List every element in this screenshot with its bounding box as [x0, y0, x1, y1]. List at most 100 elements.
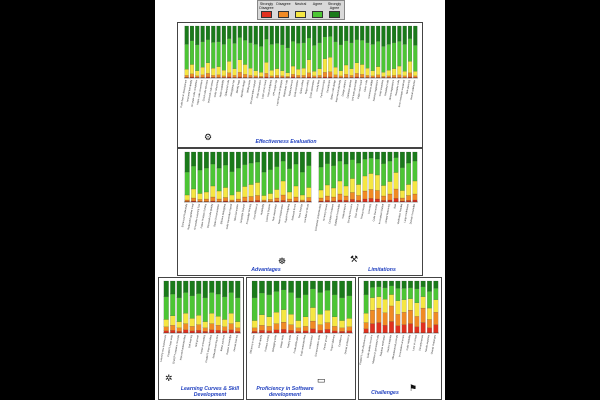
bar-segment — [301, 75, 306, 78]
tick-label: Task Automation — [272, 203, 278, 221]
bar-segment — [339, 320, 345, 328]
bar-segment — [295, 327, 302, 332]
bar-segment — [288, 324, 294, 331]
bar-segment — [209, 280, 215, 293]
bar-segment — [376, 322, 382, 334]
bar-segment — [200, 67, 205, 75]
bar-segment — [248, 42, 253, 69]
bar-segment — [325, 163, 330, 186]
legend-label: Strongly Agree — [327, 2, 342, 10]
bar-segment — [382, 287, 388, 300]
bar-segment — [184, 25, 189, 45]
tick-label: Accurate code completion — [191, 79, 199, 107]
bar-segment — [381, 25, 386, 47]
bar-segment — [389, 321, 394, 334]
bar-segment — [317, 280, 323, 293]
bar-segment — [195, 44, 200, 71]
tick-label: Team Collaboration — [278, 203, 285, 224]
bar-segment — [397, 74, 402, 78]
tick-label: Idea Generation — [233, 203, 239, 221]
bar-segment — [317, 292, 323, 315]
legend-label: Strongly Disagree — [259, 2, 274, 10]
bar-segment — [195, 70, 200, 76]
tick-label: Hard to integrate — [386, 334, 392, 353]
bar-segment — [413, 71, 418, 76]
bar-segment — [395, 300, 401, 315]
panel-title: Learning Curves & Skill Development — [180, 386, 240, 398]
tick-label: Code explanation — [256, 79, 262, 99]
bar-segment — [363, 328, 369, 334]
bar-segment — [287, 198, 292, 202]
bar-segment — [370, 323, 375, 334]
tick-label: Cost Efficiency — [253, 203, 259, 220]
bar-segment — [317, 25, 322, 43]
bar-segment — [302, 280, 309, 295]
bar-segment — [387, 193, 393, 201]
bar-segment — [227, 25, 232, 39]
tick-label: Privacy Issues — [360, 203, 366, 219]
tick-label: Security tips — [326, 79, 331, 93]
bar-segment — [389, 280, 394, 286]
bar-segment — [170, 293, 176, 316]
tick-label: Design patterns — [341, 79, 347, 97]
bar-segment — [360, 64, 365, 75]
bar-segment — [184, 75, 189, 78]
bar-segment — [420, 286, 426, 297]
bar-segment — [386, 25, 391, 45]
bar-segment — [232, 68, 237, 76]
bar-segment — [381, 76, 386, 78]
bar-segment — [349, 25, 354, 43]
bar-segment — [333, 41, 338, 68]
bar-segment — [343, 151, 349, 165]
tick-label: Project delivery — [330, 334, 336, 351]
bar-segment — [255, 151, 260, 163]
bar-segment — [354, 62, 359, 74]
bar-segment — [362, 158, 368, 177]
bar-segment — [176, 280, 182, 298]
bar-segment — [354, 73, 359, 78]
bar-segment — [414, 302, 420, 317]
bar-segment — [184, 44, 189, 70]
bar-segment — [197, 199, 203, 202]
bar-segment — [204, 191, 209, 200]
bar-segment — [191, 188, 196, 199]
bar-segment — [251, 320, 258, 328]
bar-segment — [331, 165, 336, 189]
bar-segment — [322, 36, 327, 59]
bar-segment — [269, 75, 274, 78]
bar-segment — [356, 195, 361, 201]
bar-segment — [408, 72, 413, 78]
tick-label: Regex writing — [304, 79, 310, 94]
bar-segment — [433, 280, 439, 289]
bar-segment — [223, 151, 228, 166]
bar-segment — [221, 25, 226, 45]
bar-segment — [376, 25, 381, 42]
bar-segment — [328, 36, 333, 58]
bar-segment — [236, 151, 241, 169]
bar-segment — [210, 185, 216, 198]
tick-label: Accessible Learning Tool — [193, 203, 201, 230]
bar-segment — [338, 25, 343, 45]
bar-segment — [191, 151, 196, 167]
bar-segment — [332, 294, 338, 317]
bar-segment — [332, 316, 338, 327]
bar-segment — [338, 44, 343, 71]
bar-segment — [242, 186, 248, 198]
tick-label: Reduced Cognitive Load — [187, 203, 195, 230]
bar-segment — [216, 198, 222, 202]
legend: Strongly Disagree Disagree Neutral Agree… — [257, 0, 345, 20]
bar-segment — [406, 184, 411, 196]
bar-segment — [296, 69, 301, 76]
bar-segment — [408, 280, 413, 288]
bar-segment — [408, 323, 413, 334]
bar-segment — [339, 331, 345, 334]
tick-label: Self learning — [188, 334, 193, 348]
bar-segment — [227, 38, 232, 62]
bar-segment — [324, 329, 331, 334]
bar-segment — [287, 151, 292, 169]
tick-label: Learning new languages — [276, 79, 284, 106]
bar-segment — [295, 297, 302, 321]
bar-segment — [393, 157, 399, 173]
bar-segment — [184, 69, 189, 76]
